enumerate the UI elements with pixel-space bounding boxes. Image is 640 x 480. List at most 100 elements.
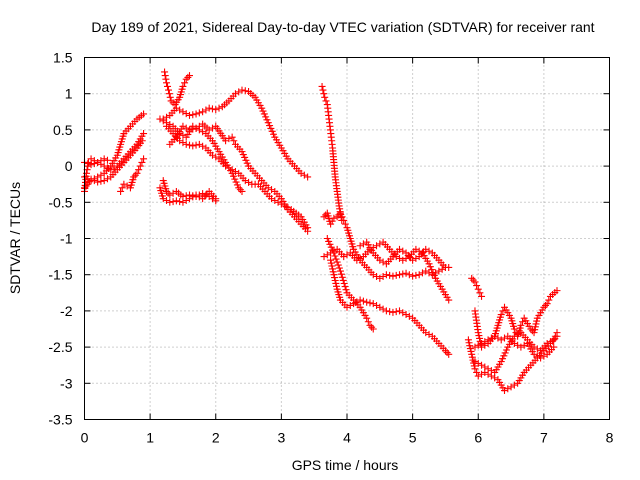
data-point	[333, 258, 341, 266]
data-point	[553, 287, 561, 295]
data-point	[519, 318, 527, 326]
data-point	[425, 330, 433, 338]
data-point	[163, 119, 171, 127]
y-tick-label: -3	[60, 375, 73, 391]
x-axis-title: GPS time / hours	[292, 457, 399, 473]
data-point	[531, 326, 539, 334]
data-point	[110, 164, 118, 172]
data-point	[499, 355, 507, 363]
data-point	[182, 192, 190, 200]
data-point	[202, 191, 210, 199]
data-point	[379, 305, 387, 313]
data-point	[425, 247, 433, 255]
data-point	[195, 109, 203, 117]
data-point	[100, 177, 108, 185]
data-point	[332, 255, 340, 263]
data-point	[369, 300, 377, 308]
data-point	[199, 190, 207, 198]
data-point	[443, 349, 451, 357]
data-point	[468, 274, 476, 282]
data-point	[353, 298, 361, 306]
data-point	[238, 86, 246, 94]
data-point	[502, 346, 510, 354]
y-tick-label: -1.5	[48, 267, 72, 283]
data-point	[366, 321, 374, 329]
data-point	[228, 169, 236, 177]
data-point	[189, 192, 197, 200]
data-point	[336, 267, 344, 275]
y-tick-label: 0	[65, 158, 73, 174]
data-point	[359, 240, 367, 248]
data-point	[478, 370, 486, 378]
series-arc-d1	[468, 274, 486, 300]
data-point	[428, 266, 436, 274]
data-point	[138, 137, 146, 145]
data-point	[364, 318, 372, 326]
data-point	[474, 372, 482, 380]
data-point	[396, 254, 403, 262]
data-point	[326, 240, 334, 248]
data-point	[189, 142, 197, 150]
data-point	[192, 124, 200, 132]
data-point	[429, 269, 437, 277]
data-point	[470, 362, 478, 370]
data-point	[233, 181, 241, 189]
data-point	[340, 216, 348, 224]
data-point	[334, 261, 342, 269]
data-point	[182, 75, 190, 83]
series-arc-a1	[81, 110, 148, 185]
data-point	[215, 104, 223, 112]
data-point	[445, 296, 453, 304]
data-point	[342, 286, 350, 294]
y-tick-label: -2	[60, 303, 73, 319]
plot-frame	[84, 57, 610, 420]
data-point	[329, 246, 337, 254]
data-point	[514, 341, 522, 349]
data-point	[466, 342, 474, 350]
data-point	[169, 198, 177, 206]
data-point	[241, 87, 249, 95]
data-point	[300, 171, 308, 179]
data-point	[330, 214, 338, 222]
data-point	[161, 72, 169, 80]
data-point	[476, 334, 484, 342]
data-point	[405, 312, 413, 320]
data-point	[186, 72, 193, 80]
data-point	[90, 177, 98, 185]
data-point	[497, 311, 505, 319]
data-point	[182, 140, 190, 148]
data-point	[333, 282, 340, 290]
data-point	[176, 198, 184, 206]
data-point	[331, 276, 339, 284]
data-point	[182, 124, 190, 132]
data-point	[499, 307, 507, 315]
series-arc-b7	[156, 115, 246, 195]
data-point	[135, 166, 143, 174]
data-point	[532, 320, 540, 328]
data-point	[321, 93, 329, 101]
data-point	[266, 122, 274, 130]
data-point	[435, 267, 443, 275]
data-point	[396, 271, 403, 279]
tick-layer: 0 1 2 3 4 5 6 7 8 1.5 1 0.5 0 -0.5 -1 -1.5 -2 -2.5 -3 -3.5	[48, 50, 613, 446]
series-arc-b4	[159, 86, 312, 181]
data-point	[545, 296, 553, 304]
data-point	[192, 193, 200, 201]
data-point	[330, 249, 338, 257]
data-point	[195, 191, 203, 199]
data-point	[192, 141, 200, 149]
data-point	[161, 68, 169, 76]
data-point	[497, 358, 505, 366]
data-point	[212, 197, 220, 205]
data-point	[179, 108, 187, 116]
data-point	[179, 139, 187, 147]
data-point	[426, 263, 434, 271]
data-point	[165, 90, 173, 98]
data-point	[376, 303, 384, 311]
data-point	[117, 187, 125, 195]
x-tick-label: 2	[212, 430, 220, 446]
data-point	[264, 119, 272, 127]
data-point	[359, 297, 367, 305]
data-point	[118, 184, 126, 192]
data-point	[164, 82, 172, 90]
